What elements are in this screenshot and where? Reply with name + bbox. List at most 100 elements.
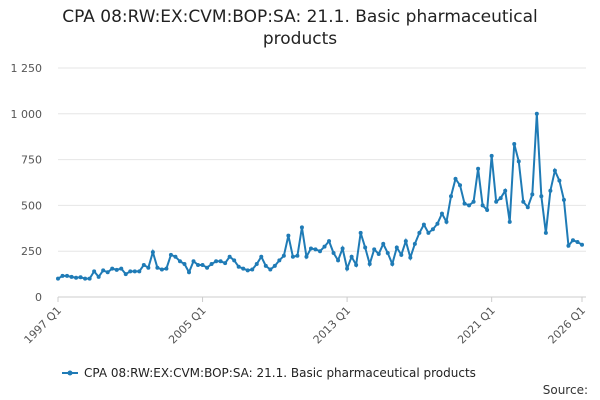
x-tick-label: 2005 Q1 [166, 304, 209, 347]
point [173, 254, 178, 259]
point [507, 219, 512, 224]
point [349, 254, 354, 259]
point [191, 259, 196, 264]
point [83, 276, 88, 281]
point [308, 246, 313, 251]
point [539, 194, 544, 199]
point [408, 255, 413, 260]
point [385, 251, 390, 256]
point [516, 159, 521, 164]
point [281, 253, 286, 258]
point [322, 244, 327, 249]
point [259, 254, 264, 259]
point [92, 269, 97, 274]
point [318, 249, 322, 254]
y-tick-label: 250 [21, 245, 42, 258]
point [399, 252, 404, 257]
point [367, 262, 372, 267]
point [534, 111, 539, 116]
point [462, 201, 467, 206]
point [254, 262, 259, 267]
point [543, 230, 548, 235]
chart-title: CPA 08:RW:EX:CVM:BOP:SA: 21.1. Basic pha… [62, 7, 538, 49]
point [132, 269, 137, 274]
point [218, 259, 223, 264]
point [150, 250, 155, 255]
point [570, 238, 575, 243]
line [57, 113, 583, 280]
point [65, 273, 70, 278]
point [498, 196, 503, 201]
point [439, 211, 444, 216]
point [476, 166, 481, 171]
point [354, 262, 359, 267]
point [236, 264, 241, 269]
point [403, 239, 408, 244]
point [250, 267, 255, 272]
point [146, 265, 151, 270]
point [480, 203, 485, 208]
point [155, 265, 160, 270]
point [78, 275, 83, 280]
point [200, 262, 205, 267]
point [177, 259, 182, 264]
point [566, 243, 571, 248]
point [521, 199, 526, 204]
point [245, 268, 250, 273]
point [277, 258, 282, 263]
point [552, 168, 557, 173]
point [512, 142, 517, 147]
x-tick-label: 2026 Q1 [546, 304, 589, 347]
point [187, 270, 191, 275]
point [159, 267, 164, 272]
point [96, 274, 101, 279]
source: Source: [543, 383, 588, 397]
point [196, 262, 201, 267]
x-tick-label: 2021 Q1 [455, 304, 498, 347]
y-tick-label: 1 000 [11, 108, 43, 121]
point [313, 247, 318, 252]
legend-label: CPA 08:RW:EX:CVM:BOP:SA: 21.1. Basic pha… [84, 366, 476, 380]
point [561, 197, 566, 202]
point [394, 245, 399, 250]
point [575, 240, 580, 245]
point [168, 252, 173, 257]
point [340, 246, 345, 251]
point [381, 241, 386, 246]
x-tick-label: 2013 Q1 [311, 304, 354, 347]
point [467, 203, 472, 208]
point [263, 263, 268, 268]
point [241, 266, 246, 271]
point [331, 251, 336, 256]
point [304, 254, 309, 259]
point [205, 265, 210, 270]
point [489, 153, 494, 158]
point [372, 247, 377, 252]
point [114, 267, 119, 272]
point [426, 230, 431, 235]
point [295, 253, 300, 258]
x-tick-label: 1997 Q1 [22, 304, 65, 347]
point [471, 199, 476, 204]
point [458, 183, 463, 188]
point [494, 199, 499, 204]
point [336, 258, 341, 263]
point [74, 275, 79, 280]
point [358, 230, 363, 235]
point [110, 266, 115, 271]
point [232, 258, 237, 263]
point [530, 192, 535, 197]
point [412, 241, 417, 246]
point [119, 266, 124, 271]
point [435, 221, 440, 226]
point [69, 274, 74, 279]
point [164, 266, 169, 271]
y-tick-label: 750 [21, 154, 42, 167]
point [182, 262, 187, 267]
point [227, 254, 232, 259]
point [503, 188, 508, 193]
point [299, 225, 304, 230]
point [123, 272, 128, 277]
